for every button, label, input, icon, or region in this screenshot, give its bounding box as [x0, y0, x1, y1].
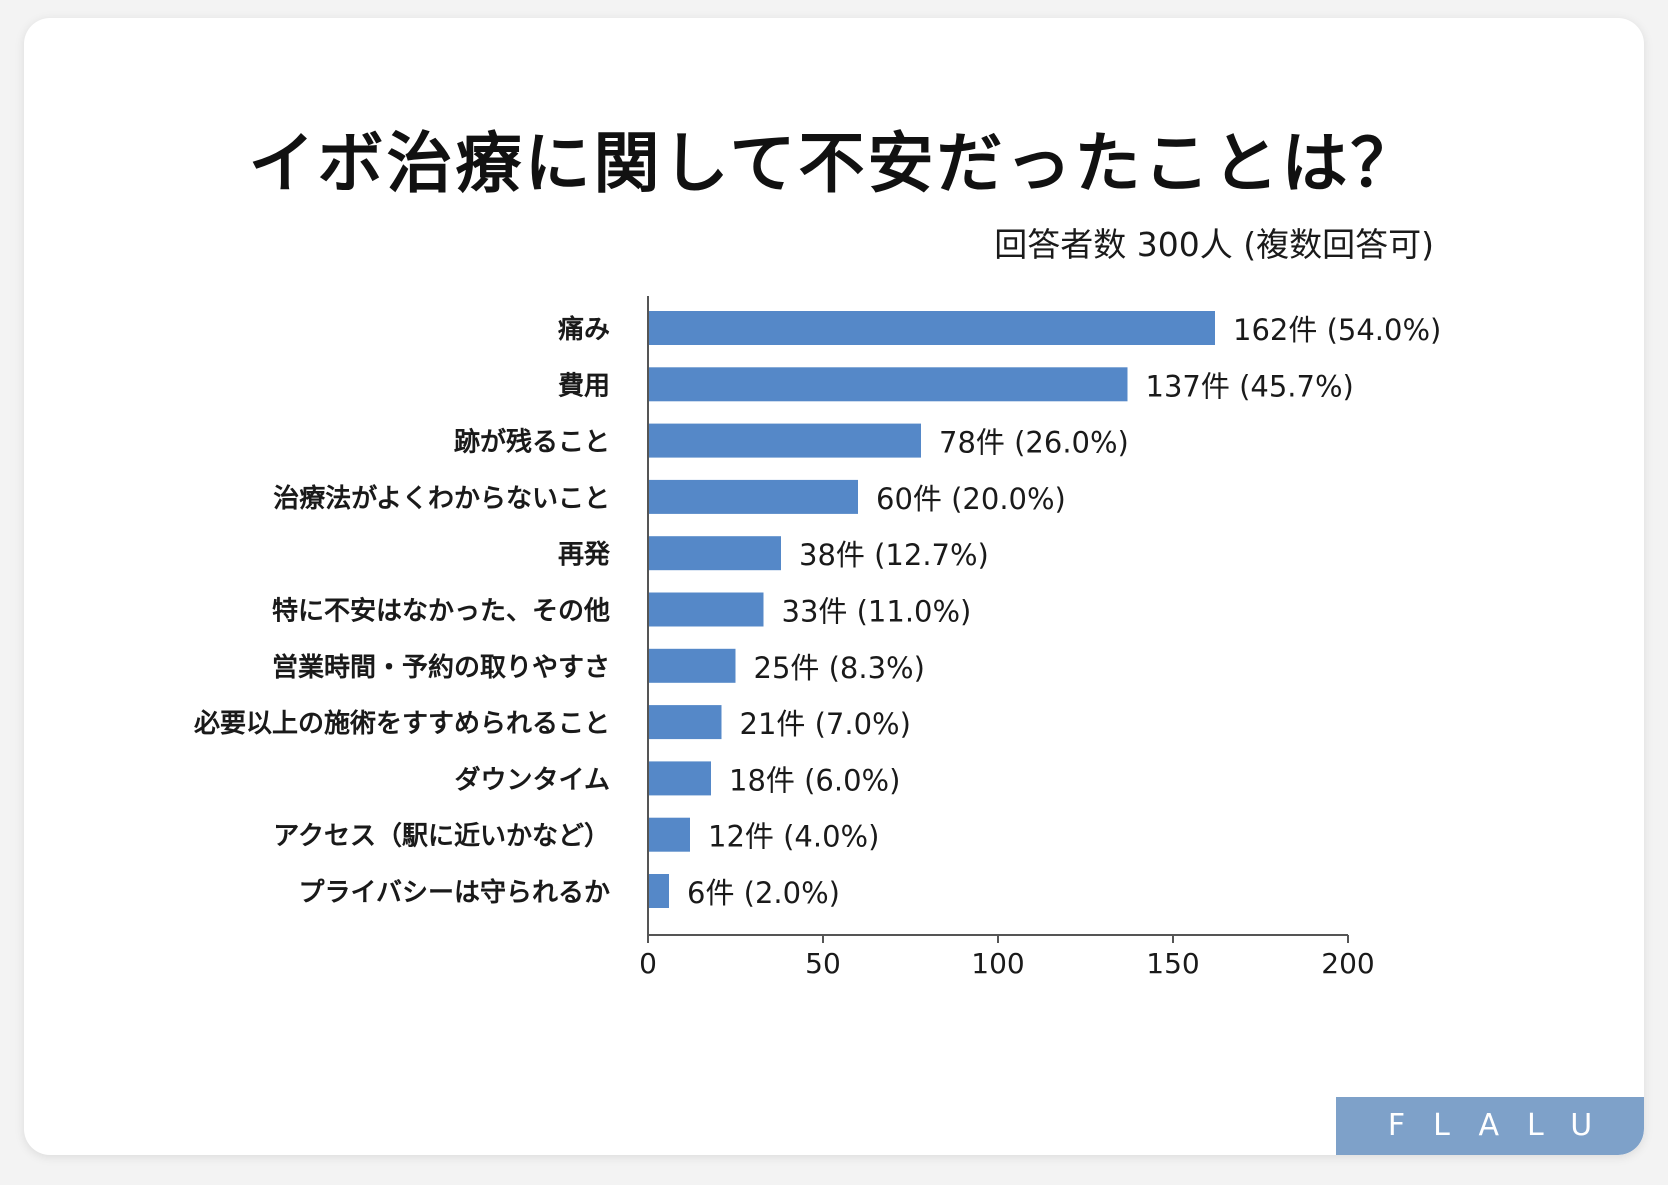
bar	[648, 592, 764, 627]
bar	[648, 705, 722, 740]
chart-title: イボ治療に関して不安だったことは？	[248, 125, 1420, 202]
category-label: アクセス（駅に近いかなど）	[273, 822, 610, 852]
bar	[648, 367, 1128, 402]
brand-badge: FLALU	[1336, 1097, 1644, 1155]
x-tick-label: 100	[971, 947, 1024, 980]
category-label: ダウンタイム	[455, 764, 610, 795]
data-label: 78件 (26.0%)	[939, 426, 1129, 460]
bar	[648, 648, 736, 683]
data-label: 162件 (54.0%)	[1233, 313, 1441, 347]
bar	[648, 536, 781, 571]
category-label: プライバシーは守られるか	[299, 877, 610, 908]
chart-subtitle: 回答者数 300人 (複数回答可)	[994, 225, 1434, 264]
bar-chart: 痛み 162件 (54.0%) 費用 137件 (45.7%) 跡が残ること 78件 (2…	[194, 296, 1441, 980]
bar	[648, 311, 1215, 345]
category-label: 再発	[558, 540, 611, 570]
data-label: 21件 (7.0%)	[740, 707, 911, 741]
bar	[648, 874, 669, 908]
x-tick-label: 50	[805, 947, 841, 980]
bar	[648, 817, 690, 852]
data-label: 18件 (6.0%)	[729, 763, 900, 797]
x-tick-label: 0	[639, 947, 657, 980]
data-label: 38件 (12.7%)	[799, 538, 989, 572]
bar	[648, 479, 858, 514]
bar	[648, 761, 711, 796]
brand-logo: FLALU	[1387, 1108, 1621, 1143]
category-label: 営業時間・予約の取りやすさ	[272, 652, 610, 683]
bar	[648, 423, 921, 458]
data-label: 25件 (8.3%)	[754, 651, 925, 685]
x-tick-label: 200	[1321, 947, 1374, 980]
category-label: 跡が残ること	[454, 427, 610, 458]
data-label: 12件 (4.0%)	[708, 820, 879, 854]
category-label: 特に不安はなかった、その他	[272, 596, 610, 627]
chart-card: イボ治療に関して不安だったことは？ 回答者数 300人 (複数回答可) 痛み 16…	[24, 18, 1644, 1155]
category-label: 費用	[558, 371, 610, 401]
category-label: 治療法がよくわからないこと	[273, 483, 610, 514]
category-label: 痛み	[558, 314, 610, 345]
x-tick-label: 150	[1146, 947, 1199, 980]
data-label: 6件 (2.0%)	[687, 876, 840, 910]
category-label: 必要以上の施術をすすめられること	[194, 708, 610, 739]
data-label: 137件 (45.7%)	[1146, 369, 1354, 403]
data-label: 60件 (20.0%)	[876, 482, 1066, 516]
data-label: 33件 (11.0%)	[782, 595, 972, 629]
